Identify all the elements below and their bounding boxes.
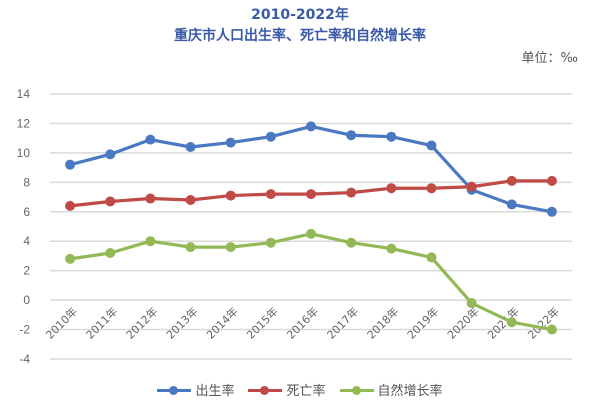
data-point bbox=[265, 131, 276, 142]
data-point bbox=[506, 199, 517, 210]
x-tick-label: 2019年 bbox=[404, 304, 441, 341]
y-tick-label: -2 bbox=[19, 323, 30, 337]
data-point bbox=[265, 237, 276, 248]
legend-item-0: 出生率 bbox=[157, 380, 234, 399]
data-point bbox=[145, 134, 156, 145]
legend-marker-icon bbox=[157, 385, 192, 395]
x-tick-label: 2015年 bbox=[243, 304, 280, 341]
x-tick-label: 2011年 bbox=[83, 304, 120, 341]
data-point bbox=[185, 195, 196, 205]
data-point bbox=[145, 236, 156, 247]
data-point bbox=[426, 183, 437, 194]
x-tick-label: 2017年 bbox=[324, 304, 361, 341]
data-point bbox=[306, 189, 316, 200]
x-tick-label: 2012年 bbox=[123, 304, 160, 341]
data-point bbox=[546, 206, 557, 217]
data-point bbox=[386, 131, 397, 142]
data-point bbox=[65, 253, 76, 264]
legend-item-1: 死亡率 bbox=[248, 380, 326, 399]
y-tick-label: -4 bbox=[19, 352, 30, 366]
data-point bbox=[346, 187, 357, 198]
data-point bbox=[546, 324, 557, 335]
chart-title: 重庆市人口出生率、死亡率和自然增长率 bbox=[174, 28, 426, 44]
legend-label: 出生率 bbox=[195, 384, 235, 399]
legend-label: 死亡率 bbox=[286, 384, 326, 399]
y-tick-label: 0 bbox=[23, 293, 30, 307]
data-point bbox=[466, 298, 477, 309]
y-tick-label: 14 bbox=[17, 87, 31, 101]
legend-label: 自然增长率 bbox=[377, 384, 443, 399]
unit-label: 单位：‰ bbox=[521, 51, 578, 66]
x-tick-label: 2010年 bbox=[43, 304, 80, 341]
x-tick-label: 2022年 bbox=[525, 304, 562, 341]
data-point bbox=[225, 137, 236, 148]
y-tick-label: 12 bbox=[17, 116, 31, 130]
data-point bbox=[346, 130, 357, 141]
y-tick-label: 6 bbox=[23, 205, 30, 219]
data-point bbox=[506, 317, 517, 328]
x-tick-label: 2018年 bbox=[364, 304, 401, 341]
y-tick-label: 2 bbox=[23, 264, 30, 278]
data-point bbox=[426, 252, 437, 263]
data-point bbox=[265, 189, 276, 200]
legend-marker-icon bbox=[339, 385, 374, 395]
data-point bbox=[105, 248, 116, 258]
data-point bbox=[466, 181, 477, 192]
y-tick-label: 10 bbox=[17, 146, 31, 160]
data-point bbox=[386, 183, 397, 194]
y-tick-label: 4 bbox=[23, 234, 30, 248]
data-point bbox=[546, 175, 557, 186]
data-point bbox=[145, 193, 156, 204]
data-point bbox=[306, 121, 316, 132]
x-tick-label: 2013年 bbox=[163, 304, 200, 341]
y-tick-label: 8 bbox=[23, 175, 30, 189]
data-point bbox=[65, 159, 76, 170]
legend-marker-icon bbox=[248, 385, 283, 395]
data-point bbox=[185, 242, 196, 253]
data-point bbox=[105, 196, 116, 207]
data-point bbox=[225, 242, 236, 253]
legend: 出生率 死亡率 自然增长率 bbox=[0, 380, 600, 399]
x-tick-label: 2014年 bbox=[203, 304, 240, 341]
data-point bbox=[426, 140, 437, 151]
data-point bbox=[65, 200, 76, 211]
x-tick-label: 2016年 bbox=[284, 304, 321, 341]
x-tick-label: 2020年 bbox=[444, 304, 481, 341]
data-point bbox=[346, 237, 357, 248]
data-point bbox=[225, 190, 236, 201]
data-point bbox=[105, 149, 116, 160]
data-point bbox=[506, 175, 517, 186]
data-point bbox=[386, 243, 397, 254]
data-point bbox=[306, 228, 316, 239]
legend-item-2: 自然增长率 bbox=[339, 380, 443, 399]
chart-title-years: 2010-2022年 bbox=[251, 7, 349, 23]
data-point bbox=[185, 142, 196, 152]
